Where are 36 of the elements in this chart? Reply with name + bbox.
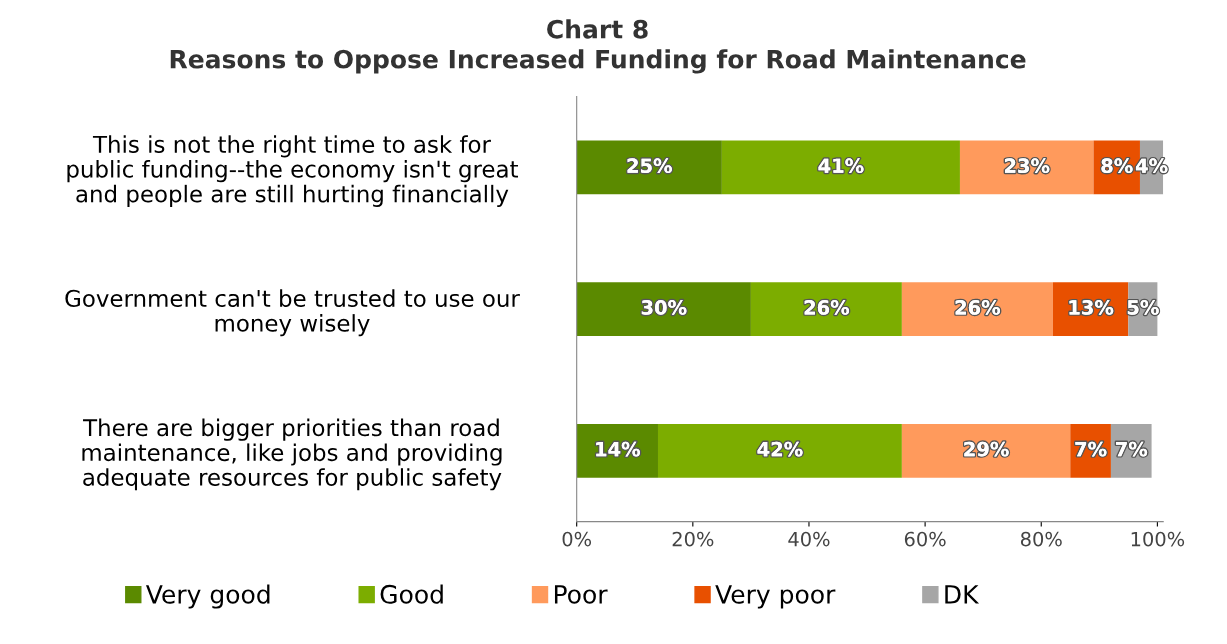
data-label: 7% bbox=[1116, 441, 1148, 457]
y-tick-label: This is not the right time to ask for public funding--the economy isn't great and people are still hurting financially bbox=[67, 135, 519, 208]
bar bbox=[721, 140, 960, 195]
data-label: 41% bbox=[818, 158, 864, 174]
chart-title: Chart 8 Reasons to Oppose Increased Funding for Road Maintenance bbox=[170, 19, 1026, 74]
x-tick-label: 20% bbox=[672, 531, 714, 547]
data-label: 29% bbox=[964, 441, 1009, 457]
legend-label: Very poor bbox=[715, 585, 836, 609]
x-tick-label: 80% bbox=[1020, 531, 1062, 547]
bar bbox=[576, 140, 722, 195]
bar bbox=[901, 282, 1053, 337]
bar bbox=[576, 282, 751, 337]
x-tick-label: 60% bbox=[904, 531, 946, 547]
legend-label: Poor bbox=[554, 585, 608, 604]
data-label: 42% bbox=[757, 441, 803, 457]
bar bbox=[959, 140, 1094, 195]
x-tick-label: 40% bbox=[788, 531, 830, 547]
data-label: 30% bbox=[641, 300, 687, 315]
y-tick-label: There are bigger priorities than road maintenance, like jobs and providing adequate resources for public safety bbox=[82, 418, 502, 491]
bar bbox=[901, 423, 1071, 478]
y-tick-label: Government can't be trusted to use our money wisely bbox=[65, 289, 520, 337]
bar bbox=[657, 423, 902, 478]
x-tick-label: 100% bbox=[1131, 531, 1185, 547]
bar bbox=[750, 282, 902, 337]
data-label: 13% bbox=[1069, 300, 1114, 315]
data-label: 14% bbox=[596, 441, 640, 457]
data-label: 26% bbox=[804, 300, 850, 315]
data-label: 8% bbox=[1101, 158, 1133, 174]
data-label: 25% bbox=[627, 158, 672, 174]
data-label: 23% bbox=[1005, 158, 1050, 174]
data-label: 7% bbox=[1075, 441, 1107, 457]
x-tick-label: 0% bbox=[562, 531, 592, 547]
legend-label: Very good bbox=[145, 584, 270, 609]
legend-label: Good bbox=[380, 584, 443, 604]
data-label: 26% bbox=[955, 300, 1001, 315]
legend-label: DK bbox=[945, 585, 980, 604]
